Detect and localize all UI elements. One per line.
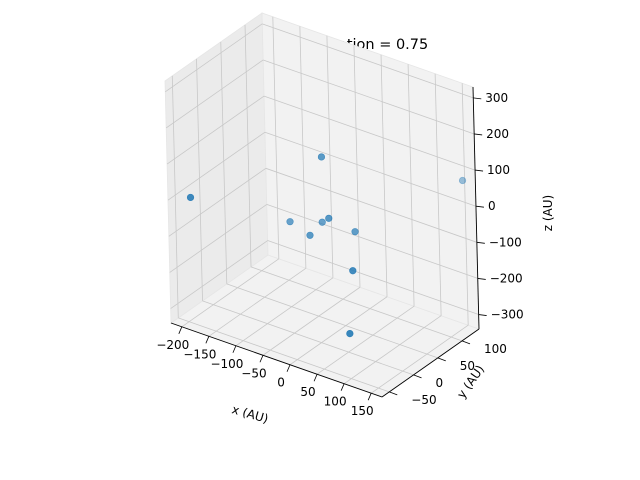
x-tick-label: −100 (210, 357, 243, 371)
y-tick-mark (389, 391, 398, 396)
y-grid-floor (250, 266, 463, 342)
z-grid-back (263, 59, 475, 135)
y-axis-line (381, 328, 480, 398)
x-tick-label: 50 (300, 385, 315, 399)
z-grid-back (266, 204, 478, 279)
tick-labels: −200−150−100−50050100150−50050100−300−20… (156, 91, 523, 418)
z-axis-label: z (AU) (541, 195, 555, 231)
z-grid-left (166, 95, 265, 165)
x-grid-back (434, 73, 442, 316)
z-tick-label: 200 (486, 127, 509, 141)
y-grid-floor (178, 317, 390, 393)
x-tick-mark (313, 374, 318, 382)
x-grid-back (353, 45, 361, 288)
data-point (318, 218, 326, 226)
data-point (346, 329, 354, 338)
z-grid-left (168, 167, 267, 237)
z-tick-mark (477, 278, 486, 280)
y-tick-label: 100 (484, 342, 507, 356)
x-grid-floor (262, 286, 361, 356)
axis-panes (164, 12, 480, 398)
z-grid-left (165, 23, 263, 93)
y-tick-label: 0 (436, 376, 444, 390)
x-grid-back (272, 16, 280, 259)
x-tick-mark (205, 336, 210, 344)
x-grid-floor (289, 296, 388, 366)
x-tick-label: −50 (241, 366, 266, 380)
x-tick-mark (232, 345, 237, 353)
z-grid-back (265, 167, 477, 243)
x-axis-label: x (AU) (230, 402, 270, 426)
data-point (286, 218, 294, 226)
x-tick-label: 0 (277, 376, 285, 390)
y-tick-label: −50 (411, 393, 436, 407)
z-tick-label: −300 (491, 308, 524, 322)
z-tick-mark (475, 169, 484, 172)
data-point (317, 153, 326, 161)
x-axis-line (170, 322, 383, 398)
x-tick-mark (178, 326, 183, 334)
data-point (458, 176, 467, 185)
x-grid-back (380, 54, 388, 297)
x-grid-back (407, 64, 415, 307)
z-tick-mark (476, 241, 485, 244)
x-grid-floor (181, 258, 280, 328)
x-tick-mark (259, 355, 264, 363)
y-tick-label: 50 (460, 359, 475, 373)
data-point (349, 267, 357, 275)
z-tick-label: 300 (485, 91, 508, 105)
data-points (186, 153, 467, 338)
y-tick-mark (413, 374, 422, 379)
y-tick-mark (437, 357, 446, 362)
z-tick-mark (473, 97, 482, 100)
z-grid-back (267, 240, 479, 315)
z-grid-left (167, 131, 266, 201)
y-grid-left (220, 41, 228, 284)
y-grid-left (244, 24, 252, 267)
z-tick-mark (474, 133, 483, 136)
data-point (306, 231, 314, 239)
z-grid-left (169, 204, 267, 273)
z-tick-label: 0 (488, 199, 496, 213)
x-tick-mark (367, 393, 372, 401)
x-tick-label: 100 (324, 395, 347, 409)
x-grid-floor (370, 324, 469, 394)
data-point (186, 193, 195, 202)
x-tick-label: −200 (156, 338, 189, 352)
data-point (351, 228, 359, 236)
z-tick-label: 100 (487, 163, 510, 177)
y-grid-floor (202, 300, 414, 376)
x-grid-floor (208, 267, 307, 337)
x-grid-back (461, 83, 469, 326)
x-grid-floor (343, 315, 442, 385)
z-grid-left (165, 59, 264, 129)
z-tick-mark (475, 205, 485, 208)
x-tick-mark (340, 383, 345, 391)
x-grid-floor (235, 277, 334, 347)
z-tick-label: −100 (489, 235, 522, 249)
x-grid-floor (316, 305, 415, 375)
grid-lines (165, 16, 479, 394)
x-tick-label: −150 (183, 347, 216, 361)
y-grid-left (196, 58, 203, 301)
y-tick-mark (461, 340, 471, 345)
data-point (325, 214, 333, 222)
x-grid-back (299, 26, 307, 269)
z-tick-label: −200 (490, 271, 523, 285)
y-grid-floor (226, 283, 438, 359)
x-grid-back (326, 35, 334, 278)
axis-lines (170, 86, 480, 398)
z-grid-back (264, 131, 477, 207)
z-tick-mark (478, 314, 487, 316)
z-grid-back (262, 23, 474, 99)
z-grid-left (170, 240, 268, 309)
y-grid-left (171, 75, 179, 318)
z-grid-back (263, 95, 476, 171)
z-axis-line (472, 86, 480, 330)
x-tick-mark (286, 364, 291, 372)
x-tick-label: 150 (351, 404, 374, 418)
